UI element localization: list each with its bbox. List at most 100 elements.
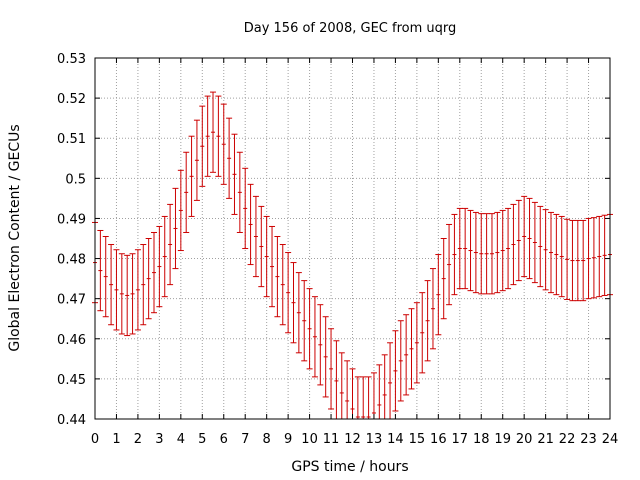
x-tick-label: 22: [559, 432, 576, 447]
y-tick-label: 0.52: [57, 92, 86, 107]
error-bar-point: [258, 205, 265, 288]
error-bar-point: [193, 119, 200, 201]
error-bar-point: [381, 354, 388, 420]
x-tick-label: 20: [516, 432, 533, 447]
error-bar-point: [419, 292, 426, 374]
error-bar-point: [124, 254, 131, 337]
x-tick-label: 0: [91, 432, 99, 447]
error-bar-point: [322, 316, 329, 398]
error-bar-point: [226, 117, 233, 199]
error-bar-point: [547, 211, 554, 294]
error-bar-point: [188, 135, 195, 217]
error-bar-point: [494, 211, 501, 294]
error-bar-point: [161, 215, 168, 298]
error-bar-point: [392, 330, 399, 412]
y-tick-label: 0.46: [57, 333, 86, 348]
chart-title: Day 156 of 2008, GEC from uqrg: [244, 21, 457, 36]
error-bar-point: [311, 296, 318, 378]
y-tick-label: 0.47: [57, 293, 86, 308]
x-tick-label: 14: [387, 432, 404, 447]
error-bar-point: [269, 225, 276, 308]
x-tick-label: 9: [284, 432, 292, 447]
x-tick-label: 15: [409, 432, 426, 447]
error-bar-point: [483, 213, 490, 295]
x-tick-label: 16: [430, 432, 447, 447]
error-bar-point: [274, 235, 281, 318]
x-tick-label: 1: [112, 432, 120, 447]
error-bar-point: [564, 218, 571, 300]
x-tick-label: 7: [241, 432, 249, 447]
error-bar-point: [585, 217, 592, 300]
error-bar-point: [467, 209, 474, 292]
x-tick-label: 10: [301, 432, 318, 447]
error-bar-point: [247, 183, 254, 266]
error-bar-point: [601, 214, 608, 296]
error-bar-point: [462, 207, 469, 290]
error-bar-point: [285, 252, 292, 334]
error-bar-point: [440, 238, 447, 320]
error-bar-point: [553, 213, 560, 296]
error-bar-point: [236, 151, 243, 233]
error-bar-point: [531, 201, 538, 284]
error-bar-point: [108, 244, 115, 326]
error-bar-point: [183, 151, 190, 233]
error-bar-point: [574, 219, 581, 302]
error-bar-point: [515, 199, 522, 282]
error-bar-point: [580, 219, 587, 302]
error-bar-point: [446, 223, 453, 306]
error-bar-point: [376, 364, 383, 420]
error-bar-point: [220, 103, 227, 185]
error-bar-point: [118, 253, 125, 335]
error-bar-point: [151, 231, 158, 314]
error-bar-point: [499, 209, 506, 292]
error-bar-point: [596, 215, 603, 298]
error-bar-point: [113, 249, 120, 331]
error-bar-point: [488, 213, 495, 295]
error-bar-point: [360, 376, 367, 420]
x-tick-label: 13: [366, 432, 383, 447]
x-tick-label: 19: [494, 432, 511, 447]
error-bar-point: [172, 187, 179, 270]
error-bar-point: [156, 225, 163, 308]
error-bar-point: [413, 302, 420, 384]
error-bar-point: [472, 211, 479, 294]
x-tick-label: 2: [134, 432, 142, 447]
error-bar-point: [295, 272, 302, 354]
y-tick-label: 0.53: [57, 52, 86, 67]
error-bar-point: [145, 238, 152, 320]
error-bar-point: [542, 209, 549, 291]
error-bar-point: [210, 91, 217, 173]
error-bar-point: [429, 268, 436, 350]
error-bar-point: [215, 95, 222, 177]
error-bar-point: [451, 213, 458, 296]
error-bar-point: [521, 195, 528, 278]
x-tick-label: 23: [580, 432, 597, 447]
gec-series: [92, 91, 613, 420]
y-tick-label: 0.48: [57, 253, 86, 268]
error-bar-point: [338, 352, 345, 420]
y-tick-label: 0.44: [57, 413, 86, 428]
x-tick-label: 24: [602, 432, 619, 447]
y-tick-label: 0.45: [57, 373, 86, 388]
error-bar-point: [370, 372, 377, 420]
error-bar-point: [333, 340, 340, 420]
error-bar-point: [397, 320, 404, 402]
axis-ticks: 0 1 2 3 4 5 6 7 8 9 10 11 12 13 14 15 16 17 18 19 20 21 22 23 24…: [57, 52, 618, 447]
error-bar-point: [199, 105, 206, 187]
x-axis-title: GPS time / hours: [291, 459, 408, 475]
y-tick-label: 0.51: [57, 132, 86, 147]
error-bar-point: [231, 133, 238, 215]
x-tick-label: 11: [323, 432, 340, 447]
error-bar-point: [349, 368, 356, 420]
error-bar-point: [537, 205, 544, 288]
y-axis-title: Global Electron Content / GECUs: [7, 124, 23, 351]
error-bar-point: [387, 342, 394, 420]
x-tick-label: 17: [452, 432, 469, 447]
error-bar-point: [365, 376, 372, 420]
error-bar-point: [510, 203, 517, 286]
x-tick-label: 21: [537, 432, 554, 447]
error-bar-point: [526, 197, 533, 280]
error-bar-point: [558, 215, 565, 298]
x-tick-label: 6: [220, 432, 228, 447]
error-bar-point: [456, 207, 463, 290]
